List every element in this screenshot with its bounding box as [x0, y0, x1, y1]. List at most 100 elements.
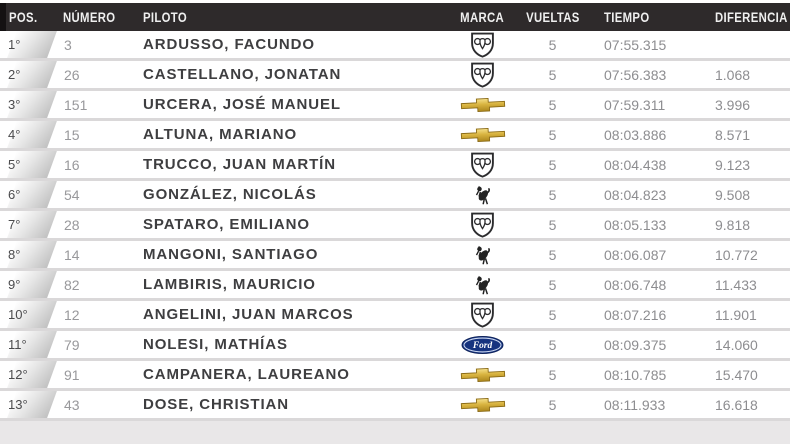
- col-header-vueltas: VUELTAS: [525, 3, 580, 31]
- car-number: 82: [64, 276, 80, 293]
- total-time: 08:09.375: [604, 336, 667, 353]
- col-header-pos: POS.: [0, 3, 62, 31]
- laps-count: 5: [548, 216, 557, 233]
- chevrolet-logo-icon: [460, 366, 505, 383]
- position-label: 7°: [8, 217, 21, 232]
- brand-cell: [440, 61, 525, 88]
- torino-logo-icon: [475, 185, 490, 204]
- col-header-pos-label: POS.: [9, 9, 38, 25]
- position-label: 5°: [8, 157, 21, 172]
- position-cell: 10°: [0, 301, 62, 328]
- col-header-tiempo-label: TIEMPO: [604, 9, 650, 25]
- laps-count: 5: [548, 186, 557, 203]
- table-row: 3° 151 URCERA, JOSÉ MANUEL 5 07:59.311 3…: [0, 91, 790, 121]
- driver-name: URCERA, JOSÉ MANUEL: [143, 96, 341, 113]
- laps-count: 5: [548, 336, 557, 353]
- position-cell: 6°: [0, 181, 62, 208]
- position-cell: 13°: [0, 391, 62, 418]
- total-time: 08:04.438: [604, 156, 667, 173]
- driver-name: CAMPANERA, LAUREANO: [143, 366, 350, 383]
- total-time: 07:56.383: [604, 66, 667, 83]
- chevrolet-logo-icon: [460, 126, 505, 143]
- gap-to-leader: 14.060: [715, 336, 758, 353]
- dodge-logo-icon: [471, 152, 494, 178]
- position-label: 10°: [8, 307, 28, 322]
- total-time: 07:55.315: [604, 36, 667, 53]
- position-label: 4°: [8, 127, 21, 142]
- table-row: 8° 14 MANGONI, SANTIAGO 5 08:06.087 10.7…: [0, 241, 790, 271]
- driver-name: GONZÁLEZ, NICOLÁS: [143, 186, 317, 203]
- total-time: 08:06.087: [604, 246, 667, 263]
- gap-to-leader: 8.571: [715, 126, 751, 143]
- table-row: 7° 28 SPATARO, EMILIANO 5 08:05.133 9.81…: [0, 211, 790, 241]
- laps-count: 5: [548, 366, 557, 383]
- dodge-logo-icon: [471, 302, 494, 328]
- table-row: 6° 54 GONZÁLEZ, NICOLÁS 5 08:04.823 9.50…: [0, 181, 790, 211]
- car-number: 43: [64, 396, 80, 413]
- car-number: 28: [64, 216, 80, 233]
- laps-count: 5: [548, 246, 557, 263]
- col-header-piloto: PILOTO: [140, 3, 440, 31]
- total-time: 08:03.886: [604, 126, 667, 143]
- position-cell: 9°: [0, 271, 62, 298]
- col-header-marca-label: MARCA: [460, 9, 505, 25]
- position-label: 6°: [8, 187, 21, 202]
- col-header-tiempo: TIEMPO: [580, 3, 700, 31]
- position-cell: 12°: [0, 361, 62, 388]
- position-cell: 2°: [0, 61, 62, 88]
- brand-cell: [440, 181, 525, 208]
- gap-to-leader: 1.068: [715, 66, 751, 83]
- position-label: 2°: [8, 67, 21, 82]
- position-label: 9°: [8, 277, 21, 292]
- position-cell: 4°: [0, 121, 62, 148]
- gap-to-leader: 11.433: [715, 276, 757, 293]
- brand-cell: [440, 271, 525, 298]
- table-row: 2° 26 CASTELLANO, JONATAN 5 07:56.383 1.…: [0, 61, 790, 91]
- gap-to-leader: 9.818: [715, 216, 751, 233]
- driver-name: MANGONI, SANTIAGO: [143, 246, 319, 263]
- dodge-logo-icon: [471, 62, 494, 88]
- chevrolet-logo-icon: [460, 96, 505, 113]
- brand-cell: [440, 91, 525, 118]
- table-row: 12° 91 CAMPANERA, LAUREANO 5 08:10.785 1…: [0, 361, 790, 391]
- brand-cell: [440, 31, 525, 58]
- gap-to-leader: 9.508: [715, 186, 751, 203]
- position-cell: 8°: [0, 241, 62, 268]
- laps-count: 5: [548, 66, 557, 83]
- laps-count: 5: [548, 306, 557, 323]
- brand-cell: [440, 391, 525, 418]
- col-header-vueltas-label: VUELTAS: [525, 9, 580, 25]
- brand-cell: [440, 151, 525, 178]
- driver-name: ALTUNA, MARIANO: [143, 126, 298, 143]
- gap-to-leader: 3.996: [715, 96, 751, 113]
- col-header-diferencia: DIFERENCIA: [700, 3, 790, 31]
- brand-cell: [440, 301, 525, 328]
- laps-count: 5: [548, 156, 557, 173]
- laps-count: 5: [548, 96, 557, 113]
- driver-name: TRUCCO, JUAN MARTÍN: [143, 156, 336, 173]
- position-label: 1°: [8, 37, 21, 52]
- driver-name: SPATARO, EMILIANO: [143, 216, 310, 233]
- position-label: 11°: [8, 337, 27, 352]
- gap-to-leader: 15.470: [715, 366, 758, 383]
- car-number: 3: [64, 36, 72, 53]
- torino-logo-icon: [475, 245, 490, 264]
- header-left-accent: [0, 3, 6, 31]
- brand-cell: [440, 241, 525, 268]
- total-time: 08:10.785: [604, 366, 667, 383]
- dodge-logo-icon: [471, 212, 494, 238]
- position-cell: 3°: [0, 91, 62, 118]
- car-number: 91: [64, 366, 80, 383]
- brand-cell: [440, 121, 525, 148]
- table-row: 5° 16 TRUCCO, JUAN MARTÍN 5 08:04.438 9.…: [0, 151, 790, 181]
- brand-cell: [440, 211, 525, 238]
- gap-to-leader: [700, 31, 790, 58]
- laps-count: 5: [548, 276, 557, 293]
- top-strip: [0, 0, 790, 3]
- table-row: 13° 43 DOSE, CHRISTIAN 5 08:11.933 16.61…: [0, 391, 790, 421]
- gap-to-leader: 16.618: [715, 396, 758, 413]
- brand-cell: [440, 361, 525, 388]
- car-number: 26: [64, 66, 80, 83]
- car-number: 54: [64, 186, 80, 203]
- car-number: 151: [64, 96, 88, 113]
